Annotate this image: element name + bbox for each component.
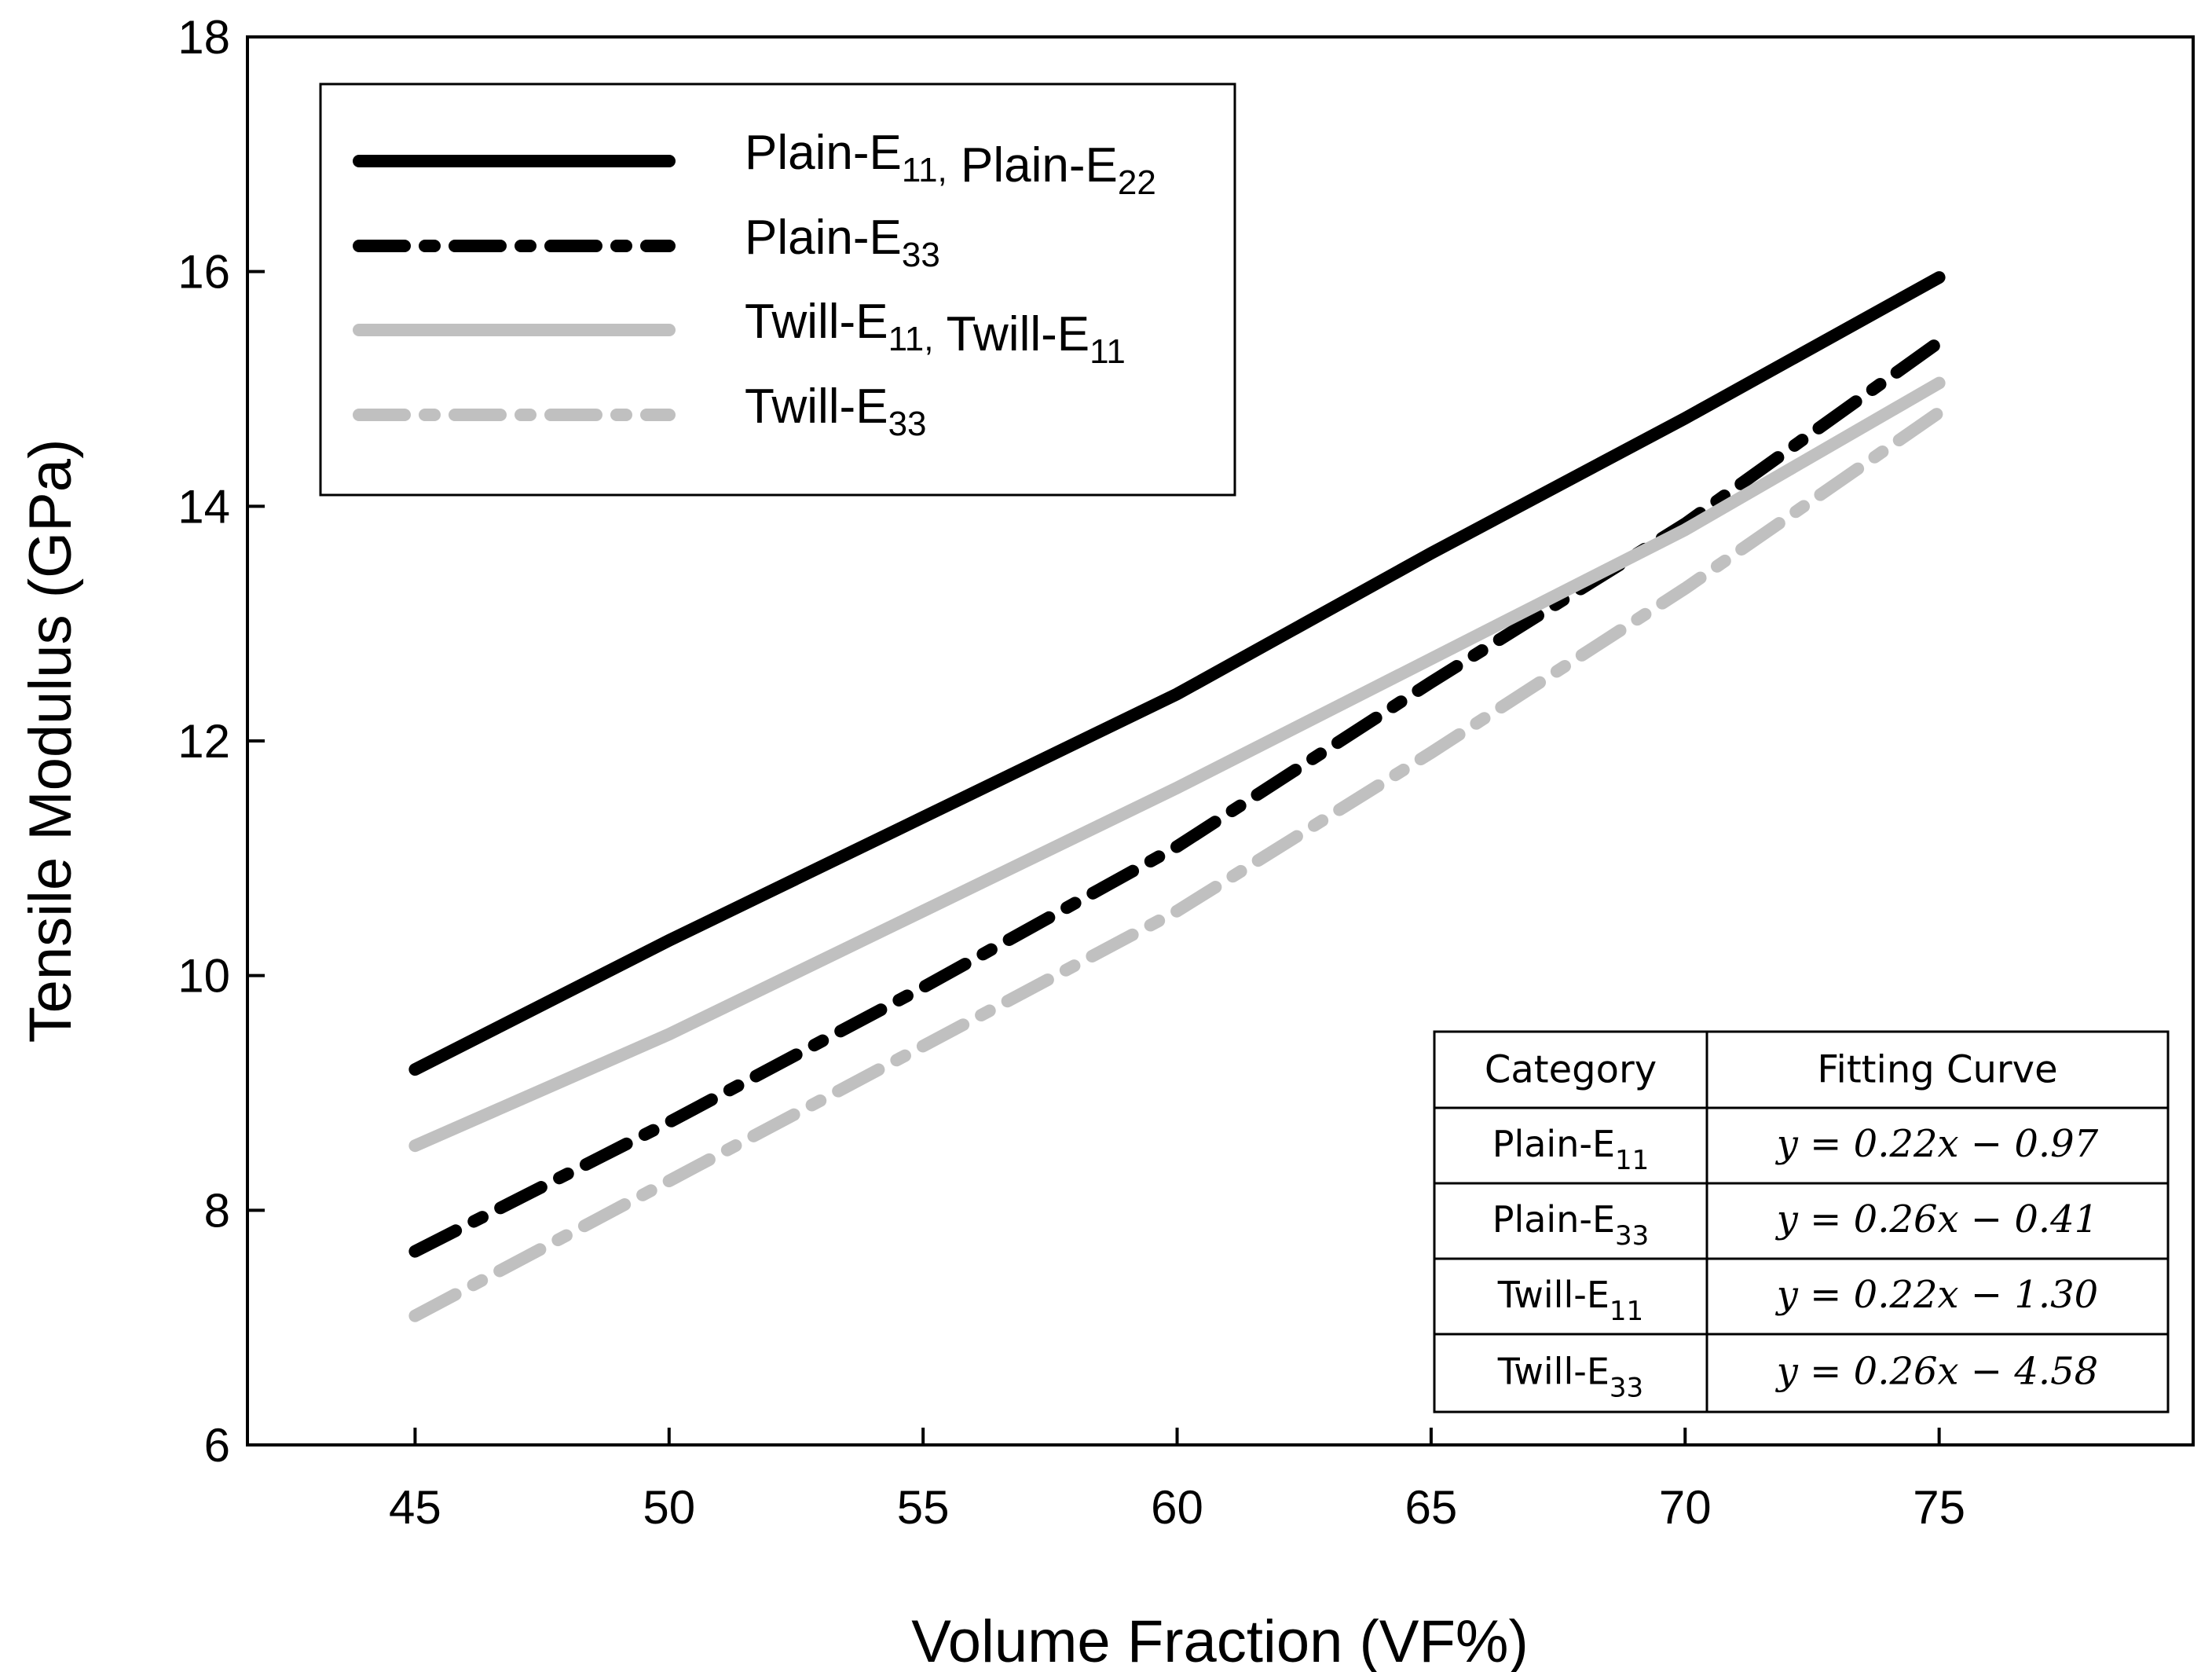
legend-label: Plain-E11, Plain-E22 [745, 126, 1156, 202]
table-equation-cell: y = 0.26x − 4.58 [1775, 1350, 2098, 1394]
table-category-cell: Plain-E11 [1492, 1123, 1650, 1176]
table-header-fitting-curve: Fitting Curve [1817, 1048, 2057, 1092]
y-axis-title: Tensile Modulus (GPa) [17, 439, 84, 1043]
y-tick-label: 10 [178, 950, 230, 1003]
legend-label: Twill-E33 [745, 380, 927, 443]
x-tick-label: 65 [1405, 1481, 1458, 1534]
fitting-curve-table: Category Fitting Curve Plain-E11 y = 0.22x … [1433, 1030, 2170, 1414]
x-tick-label: 75 [1913, 1481, 1965, 1534]
y-tick-label: 18 [178, 11, 230, 64]
legend: Plain-E11, Plain-E22 Plain-E33 Twill-E11, … [319, 82, 1236, 497]
table-category-cell: Twill-E33 [1497, 1351, 1643, 1404]
series-line [408, 271, 1946, 1076]
table-equation-cell: y = 0.22x − 0.97 [1775, 1122, 2099, 1166]
table-category-cell: Plain-E33 [1492, 1198, 1650, 1252]
x-tick-label: 55 [897, 1481, 950, 1534]
table-equation-cell: y = 0.22x − 1.30 [1775, 1273, 2098, 1317]
x-axis-title: Volume Fraction (VF%) [911, 1608, 1529, 1672]
table-category-cell: Twill-E11 [1497, 1274, 1643, 1327]
x-tick-label: 50 [643, 1481, 695, 1534]
table-header-category: Category [1485, 1048, 1657, 1092]
y-tick-label: 6 [204, 1419, 230, 1472]
legend-box [319, 82, 1236, 497]
legend-label: Twill-E11, Twill-E11 [745, 295, 1126, 371]
y-tick-label: 14 [178, 480, 230, 533]
y-axis-ticks: 6 8 10 12 14 16 18 [178, 11, 265, 1472]
table-equation-cell: y = 0.26x − 0.41 [1775, 1197, 2098, 1241]
x-tick-label: 70 [1659, 1481, 1712, 1534]
x-tick-label: 45 [389, 1481, 441, 1534]
x-tick-label: 60 [1151, 1481, 1203, 1534]
series-line [408, 405, 1946, 1322]
y-tick-label: 8 [204, 1184, 230, 1237]
series-lines [408, 271, 1946, 1322]
series-line [408, 376, 1946, 1153]
legend-label: Plain-E33 [745, 211, 940, 274]
y-tick-label: 16 [178, 246, 230, 299]
y-tick-label: 12 [178, 715, 230, 768]
table-border [1433, 1030, 2170, 1414]
x-axis-ticks: 45 50 55 60 65 70 75 [389, 1428, 1965, 1534]
